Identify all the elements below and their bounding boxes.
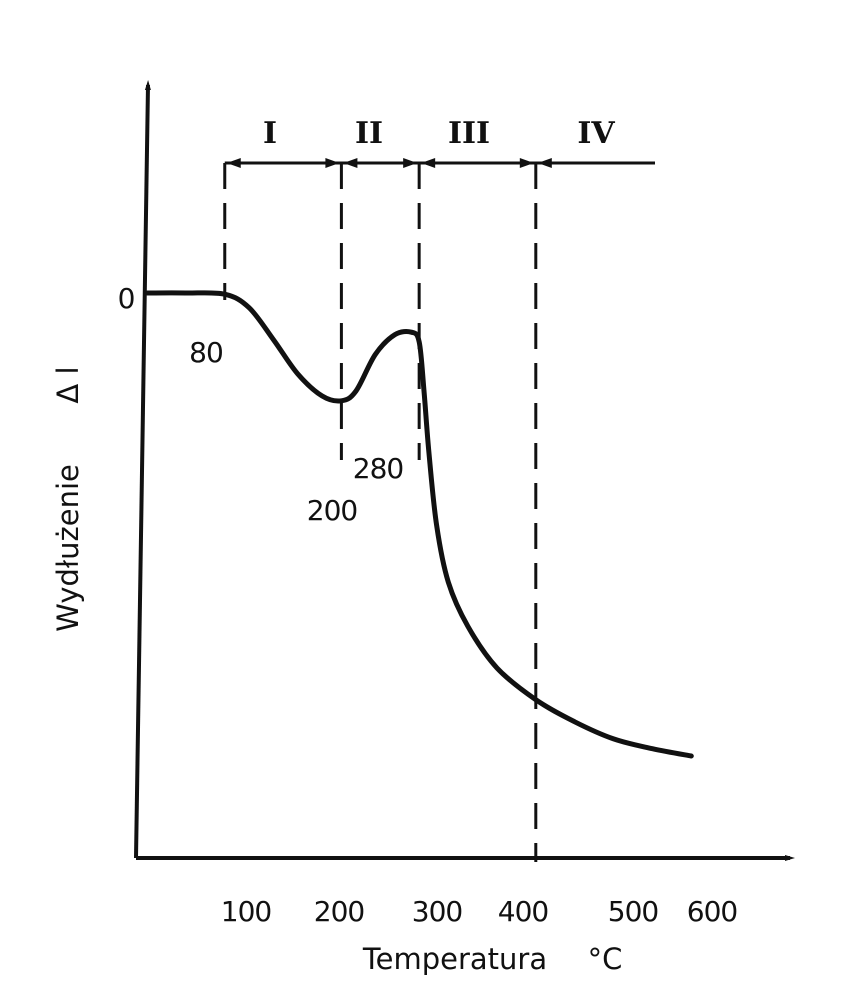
- region-arrow-left-400: [537, 158, 552, 168]
- region-arrow-right-200: [325, 158, 340, 168]
- region-label-II: II: [355, 116, 383, 151]
- point-label-200: 200: [307, 494, 357, 527]
- x-tick-label-600: 600: [687, 895, 737, 928]
- region-label-III: III: [448, 116, 490, 151]
- region-label-IV: IV: [577, 116, 615, 151]
- x-axis-title: Temperatura: [362, 942, 547, 976]
- x-tick-label-400: 400: [498, 895, 548, 928]
- point-label-280: 280: [353, 452, 403, 485]
- region-arrow-right-280: [403, 158, 418, 168]
- point-label-80: 80: [189, 336, 223, 369]
- y-axis-line: [134, 80, 151, 859]
- y-axis-symbol: Δ l: [51, 366, 85, 403]
- region-label-I: I: [263, 116, 277, 151]
- x-tick-label-100: 100: [221, 895, 271, 928]
- x-tick-label-300: 300: [412, 895, 462, 928]
- x-axis-unit: °C: [588, 942, 623, 976]
- region-arrow-right-400: [519, 158, 534, 168]
- y-axis-title: Wydłużenie: [51, 464, 85, 632]
- region-arrow-left-200: [343, 158, 358, 168]
- region-arrow-left-280: [421, 158, 436, 168]
- region-arrow-left-80: [226, 158, 241, 168]
- y-tick-label-0: 0: [118, 282, 135, 315]
- expansion-curve: [144, 290, 694, 759]
- x-tick-label-200: 200: [314, 895, 364, 928]
- x-tick-label-500: 500: [608, 895, 658, 928]
